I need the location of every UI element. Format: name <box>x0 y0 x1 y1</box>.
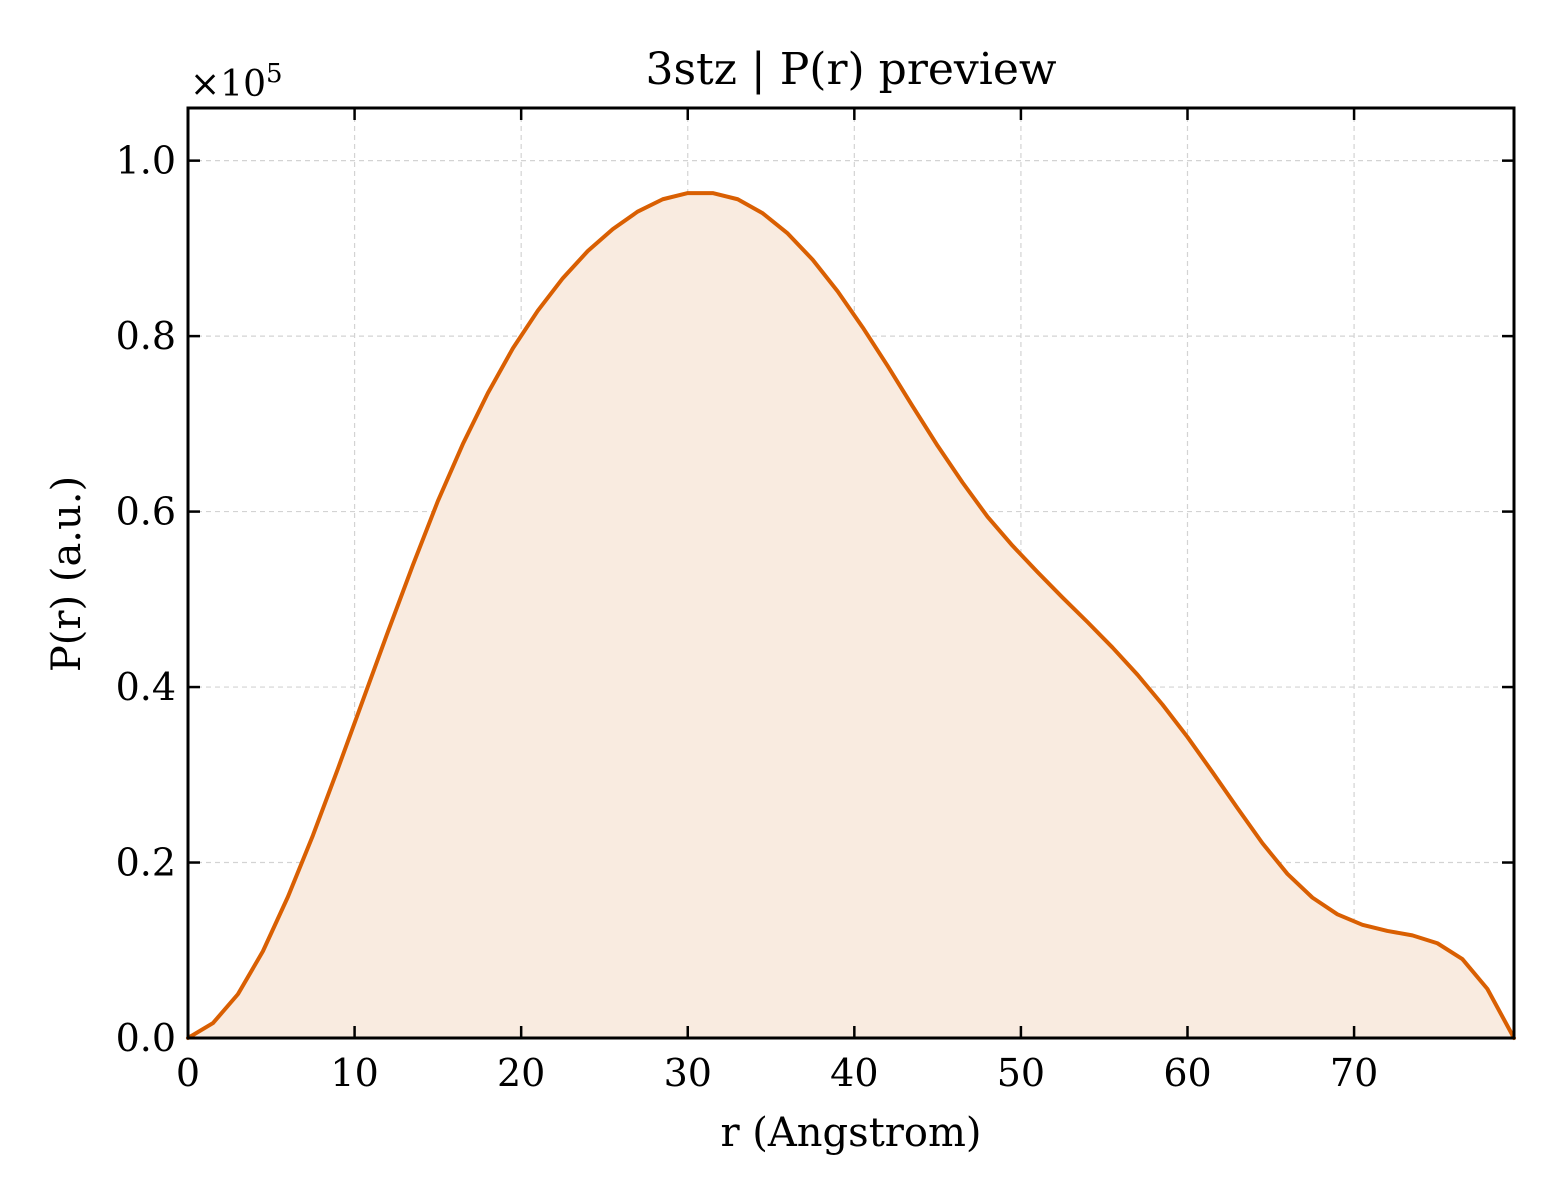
x-axis-label: r (Angstrom) <box>720 1110 981 1156</box>
y-axis-label: P(r) (a.u.) <box>44 476 90 672</box>
y-tick-label: 0.6 <box>116 490 176 534</box>
y-tick-label: 0.0 <box>116 1016 176 1060</box>
y-axis-multiplier: ×105 <box>190 59 283 105</box>
y-axis-ticks: 0.0 0.2 0.4 0.6 0.8 1.0 <box>116 139 1514 1060</box>
y-multiplier-exponent: 5 <box>266 59 283 89</box>
x-tick-label: 10 <box>330 1051 378 1095</box>
series-line <box>186 191 1516 1040</box>
y-tick-label: 0.4 <box>116 665 176 709</box>
y-tick-label: 0.8 <box>116 314 176 358</box>
x-tick-label: 40 <box>830 1051 878 1095</box>
x-tick-label: 30 <box>664 1051 712 1095</box>
y-tick-label: 1.0 <box>116 139 176 183</box>
x-tick-label: 20 <box>497 1051 545 1095</box>
y-multiplier-base: ×10 <box>190 64 266 105</box>
plot-frame <box>186 106 1516 1040</box>
x-tick-label: 50 <box>997 1051 1045 1095</box>
x-axis-ticks: 0 10 20 30 40 50 60 70 <box>176 108 1378 1095</box>
x-tick-label: 0 <box>176 1051 200 1095</box>
area-fill <box>188 193 1514 1039</box>
y-tick-label: 0.2 <box>116 841 176 885</box>
x-tick-label: 70 <box>1330 1051 1378 1095</box>
x-tick-label: 60 <box>1163 1051 1211 1095</box>
chart-title: 3stz | P(r) preview <box>645 44 1056 95</box>
